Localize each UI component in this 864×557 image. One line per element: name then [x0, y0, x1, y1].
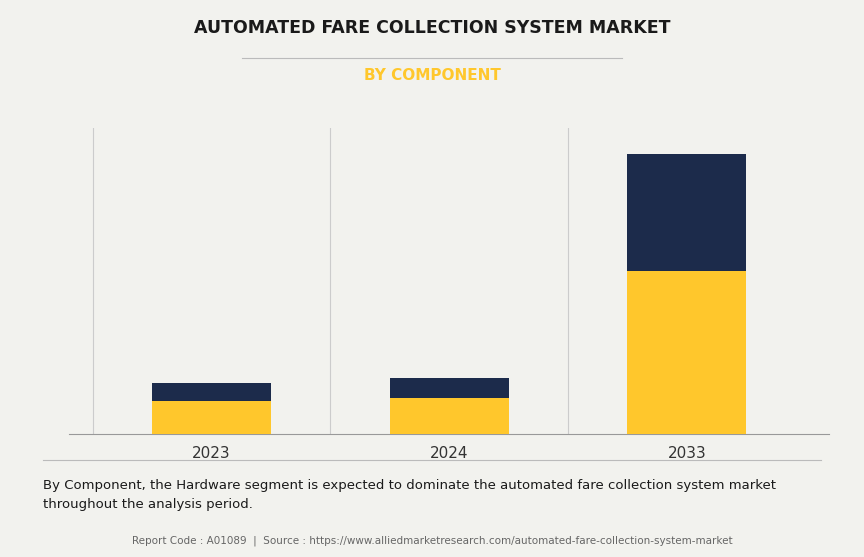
- Bar: [627, 271, 746, 434]
- Text: By Component, the Hardware segment is expected to dominate the automated fare co: By Component, the Hardware segment is ex…: [43, 479, 776, 511]
- Bar: [390, 378, 509, 398]
- Text: AUTOMATED FARE COLLECTION SYSTEM MARKET: AUTOMATED FARE COLLECTION SYSTEM MARKET: [194, 19, 670, 37]
- Bar: [152, 383, 271, 401]
- Bar: [152, 401, 271, 434]
- Legend: Hardware, Software: Hardware, Software: [333, 0, 566, 2]
- Bar: [390, 398, 509, 434]
- Text: BY COMPONENT: BY COMPONENT: [364, 68, 500, 82]
- Text: Report Code : A01089  |  Source : https://www.alliedmarketresearch.com/automated: Report Code : A01089 | Source : https://…: [131, 535, 733, 546]
- Bar: [627, 154, 746, 271]
